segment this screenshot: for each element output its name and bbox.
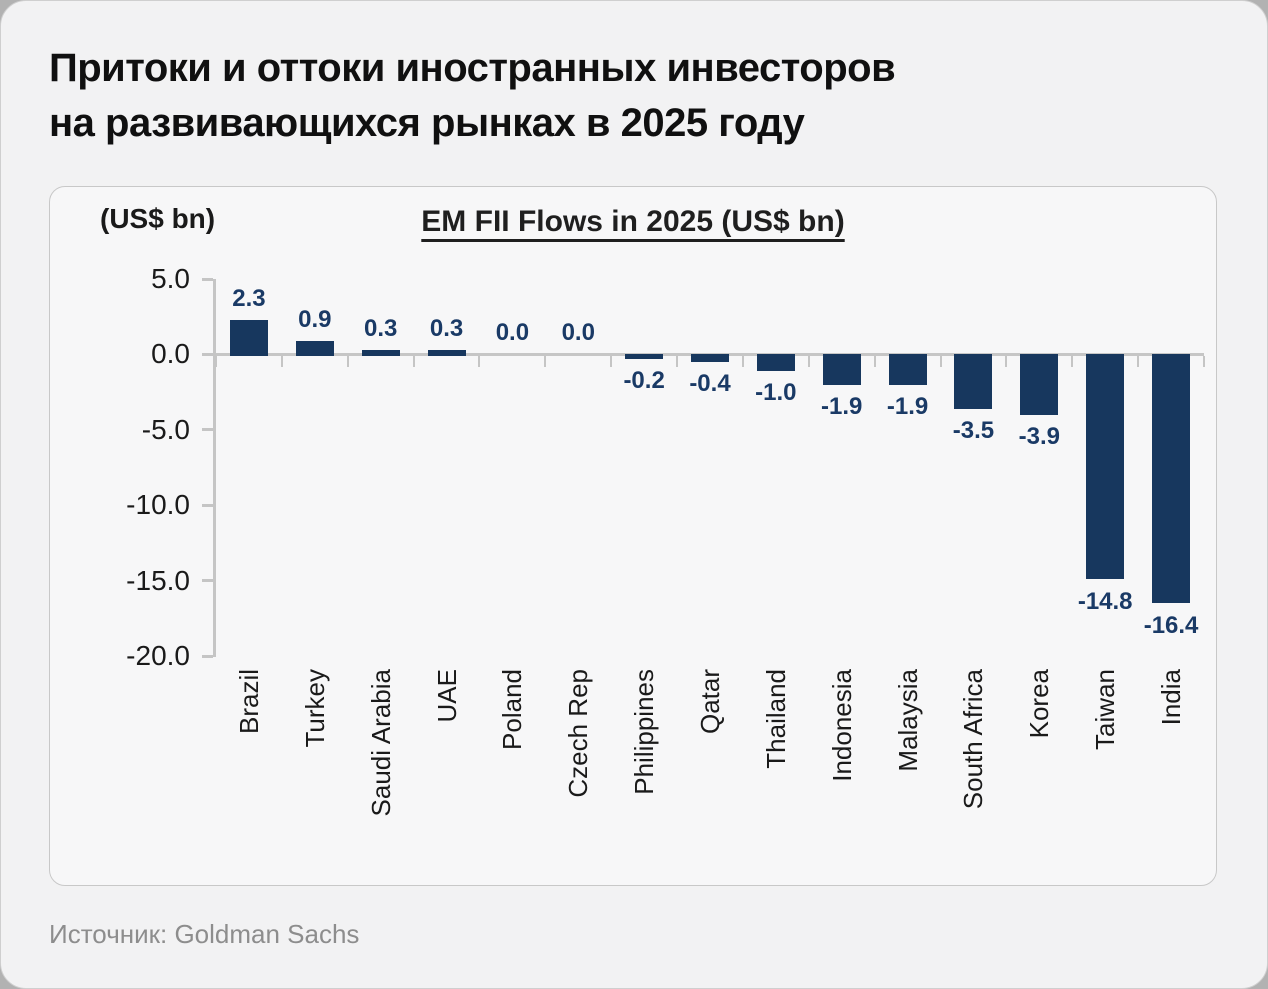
x-axis-category-label: Korea: [1024, 669, 1055, 739]
x-axis-category-label: South Africa: [958, 669, 989, 810]
bar: [1086, 354, 1125, 580]
plot-area: 2.3 Brazil 0.9 Turkey 0.3 Saudi Arabia 0.3 UAE 0…: [202, 277, 1205, 816]
x-axis-tick: [1005, 355, 1008, 367]
x-axis-category-label: Poland: [497, 669, 528, 750]
x-axis-tick: [610, 355, 613, 367]
y-axis-tick: [202, 579, 213, 583]
bar: [1020, 354, 1059, 415]
y-axis-label: 0.0: [151, 338, 190, 370]
chart-panel: (US$ bn) EM FII Flows in 2025 (US$ bn) 2…: [49, 186, 1217, 886]
x-axis-tick: [544, 355, 547, 367]
bar-value-label: 0.3: [363, 314, 398, 342]
y-axis-label: -15.0: [126, 564, 190, 596]
x-axis-category-label: Malaysia: [892, 669, 923, 772]
x-axis-category-label: Saudi Arabia: [365, 669, 396, 817]
y-axis-tick: [202, 428, 213, 432]
source-attribution: Источник: Goldman Sachs: [49, 919, 360, 949]
bar-value-label: 0.9: [298, 305, 332, 333]
x-axis-tick: [807, 355, 810, 367]
chart-title: EM FII Flows in 2025 (US$ bn): [421, 205, 845, 238]
page-title-line-1: Притоки и оттоки иностранных инвесторов: [49, 46, 896, 90]
page-title-line-2: на развивающихся рынках в 2025 году: [49, 101, 805, 145]
y-axis-label: -20.0: [126, 640, 190, 671]
y-axis-tick: [202, 503, 213, 507]
bar-value-label: -3.9: [1018, 423, 1060, 451]
bar: [888, 354, 927, 385]
bar: [295, 340, 334, 356]
bar: [229, 319, 268, 356]
y-axis-tick: [202, 277, 213, 281]
bar: [361, 349, 400, 356]
bar-value-label: -1.9: [821, 393, 863, 421]
chart-title-container: EM FII Flows in 2025 (US$ bn): [50, 205, 1216, 239]
x-axis-tick: [1071, 355, 1074, 367]
x-axis-tick: [1137, 355, 1140, 367]
x-axis-tick: [280, 355, 283, 367]
bar-value-label: 0.0: [495, 319, 530, 347]
x-axis-tick: [873, 355, 876, 367]
bar-value-label: -1.0: [755, 379, 797, 407]
x-axis-category-label: Taiwan: [1090, 669, 1121, 750]
bar: [756, 354, 795, 371]
y-axis-units-label: (US$ bn): [100, 203, 216, 234]
page-title: Притоки и оттоки иностранных инвесторов …: [49, 41, 896, 151]
x-axis-category-label: Turkey: [299, 669, 330, 748]
bar: [625, 354, 664, 359]
x-axis-category-label: India: [1156, 669, 1187, 726]
y-axis-label: -5.0: [141, 413, 190, 445]
x-axis-tick: [1203, 355, 1205, 367]
y-axis-tick: [202, 352, 213, 356]
bar: [427, 349, 466, 356]
x-axis-tick: [939, 355, 942, 367]
y-axis-tick: [202, 654, 213, 658]
bar: [1152, 354, 1191, 604]
x-axis-category-label: Philippines: [629, 669, 660, 795]
x-axis-tick: [478, 355, 481, 367]
y-axis-label: 5.0: [151, 263, 190, 294]
x-axis-category-label: UAE: [431, 669, 462, 723]
bar-value-label: 2.3: [232, 284, 266, 312]
bar-value-label: -3.5: [952, 417, 995, 445]
x-axis-category-label: Thailand: [760, 669, 791, 769]
bar-value-label: -0.4: [689, 370, 731, 398]
bar: [954, 354, 993, 409]
y-axis-label: -10.0: [126, 489, 190, 521]
bar-value-label: 0.3: [429, 314, 464, 342]
bar-value-label: -0.2: [623, 367, 665, 395]
x-axis-category-label: Qatar: [695, 669, 725, 735]
bar-value-label: -1.9: [886, 393, 929, 421]
x-axis-tick: [741, 355, 744, 367]
x-axis-category-label: Brazil: [233, 669, 264, 735]
bar: [822, 354, 861, 385]
bar: [691, 354, 729, 362]
zero-baseline: [216, 352, 1204, 356]
x-axis-tick: [412, 355, 415, 367]
x-axis-category-label: Indonesia: [826, 669, 857, 782]
bar-value-label: 0.0: [561, 319, 595, 347]
x-axis-tick: [215, 355, 217, 367]
y-axis-line: [213, 279, 216, 657]
x-axis-tick: [346, 355, 349, 367]
x-axis-tick: [676, 355, 679, 367]
bar-value-label: -16.4: [1143, 611, 1199, 639]
bar-value-label: -14.8: [1077, 587, 1133, 615]
x-axis-category-label: Czech Rep: [563, 669, 594, 798]
